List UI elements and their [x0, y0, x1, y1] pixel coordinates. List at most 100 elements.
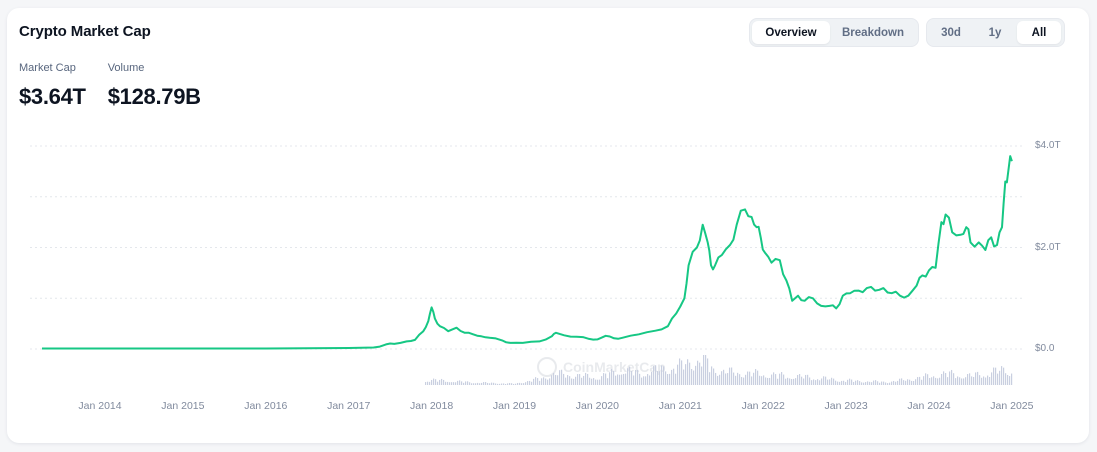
volume-bar	[625, 373, 627, 385]
volume-bar	[877, 381, 879, 385]
volume-bar	[851, 379, 853, 385]
range-1y[interactable]: 1y	[988, 26, 1002, 39]
stat-label: Volume	[107, 62, 145, 74]
volume-bar	[579, 374, 581, 385]
volume-bar	[671, 369, 673, 385]
tab-breakdown[interactable]: Breakdown	[842, 26, 904, 39]
volume-bar	[669, 373, 671, 385]
volume-bar	[653, 366, 655, 385]
volume-bar	[483, 382, 485, 385]
volume-bar	[827, 379, 829, 385]
volume-bar	[773, 372, 775, 385]
volume-bar	[789, 378, 791, 385]
volume-bar	[467, 381, 469, 385]
volume-bar	[469, 382, 471, 385]
x-tick-label: Jan 2015	[161, 400, 205, 412]
volume-bar	[927, 374, 929, 385]
volume-bar	[1005, 373, 1007, 385]
volume-bar	[879, 382, 881, 385]
volume-bar	[587, 373, 589, 385]
volume-bar	[689, 362, 691, 385]
volume-bar	[945, 372, 947, 385]
volume-bar	[535, 377, 537, 385]
volume-bar	[841, 380, 843, 385]
volume-bar	[649, 375, 651, 385]
volume-bar	[769, 377, 771, 385]
volume-bar	[451, 382, 453, 385]
volume-bar	[597, 379, 599, 385]
x-tick-label: Jan 2021	[658, 400, 702, 412]
volume-bar	[701, 366, 703, 385]
tab-overview[interactable]: Overview	[752, 21, 830, 44]
volume-bar	[457, 380, 459, 385]
view-toggle: Overview Breakdown	[749, 18, 919, 47]
volume-bar	[795, 378, 797, 385]
volume-bar	[557, 375, 559, 385]
volume-bar	[735, 375, 737, 385]
volume-bar	[845, 381, 847, 385]
volume-bar	[501, 383, 503, 385]
volume-bar	[553, 373, 555, 385]
volume-bar	[635, 370, 637, 385]
volume-bar	[519, 382, 521, 385]
volume-bar	[475, 383, 477, 385]
volume-bar	[825, 376, 827, 385]
stat-label: Market Cap	[19, 62, 76, 74]
volume-bar	[869, 381, 871, 385]
volume-bar	[731, 367, 733, 385]
range-all[interactable]: All	[1017, 21, 1061, 44]
volume-bar	[857, 380, 859, 385]
volume-bar	[999, 370, 1001, 385]
volume-bar	[667, 374, 669, 385]
volume-bar	[747, 371, 749, 385]
volume-bar	[771, 374, 773, 385]
volume-bar	[955, 378, 957, 385]
volume-bar	[537, 378, 539, 385]
volume-bar	[443, 379, 445, 385]
volume-bar	[529, 380, 531, 385]
volume-bar	[493, 382, 495, 385]
volume-bar	[561, 369, 563, 385]
volume-bar	[463, 382, 465, 385]
volume-bar	[767, 377, 769, 385]
volume-bar	[663, 366, 665, 385]
volume-bar	[801, 376, 803, 385]
volume-bar	[883, 381, 885, 385]
volume-bar	[707, 358, 709, 385]
volume-bar	[967, 373, 969, 385]
volume-bar	[973, 376, 975, 385]
volume-bar	[755, 369, 757, 385]
volume-bar	[607, 378, 609, 385]
volume-bar	[751, 376, 753, 385]
volume-bar	[427, 381, 429, 385]
volume-bar	[911, 380, 913, 385]
volume-bar	[581, 377, 583, 385]
volume-bar	[473, 383, 475, 385]
volume-bar	[441, 378, 443, 385]
volume-bar	[527, 381, 529, 385]
range-30d[interactable]: 30d	[941, 26, 961, 39]
volume-bar	[823, 376, 825, 385]
volume-bar	[965, 377, 967, 385]
volume-bar	[559, 370, 561, 385]
volume-bar	[655, 365, 657, 385]
volume-bar	[583, 375, 585, 385]
volume-bar	[567, 375, 569, 385]
volume-bar	[691, 368, 693, 385]
volume-bar	[617, 374, 619, 385]
volume-bar	[453, 382, 455, 385]
volume-bar	[739, 374, 741, 385]
volume-bar	[551, 375, 553, 385]
volume-bar	[733, 372, 735, 385]
volume-bar	[799, 374, 801, 385]
volume-bar	[895, 381, 897, 385]
volume-bar	[923, 376, 925, 385]
volume-bar	[853, 381, 855, 385]
volume-bar	[591, 378, 593, 385]
volume-bar	[683, 369, 685, 385]
volume-bar	[727, 373, 729, 385]
volume-bar	[677, 364, 679, 385]
volume-bar	[787, 377, 789, 385]
volume-bar	[971, 376, 973, 385]
